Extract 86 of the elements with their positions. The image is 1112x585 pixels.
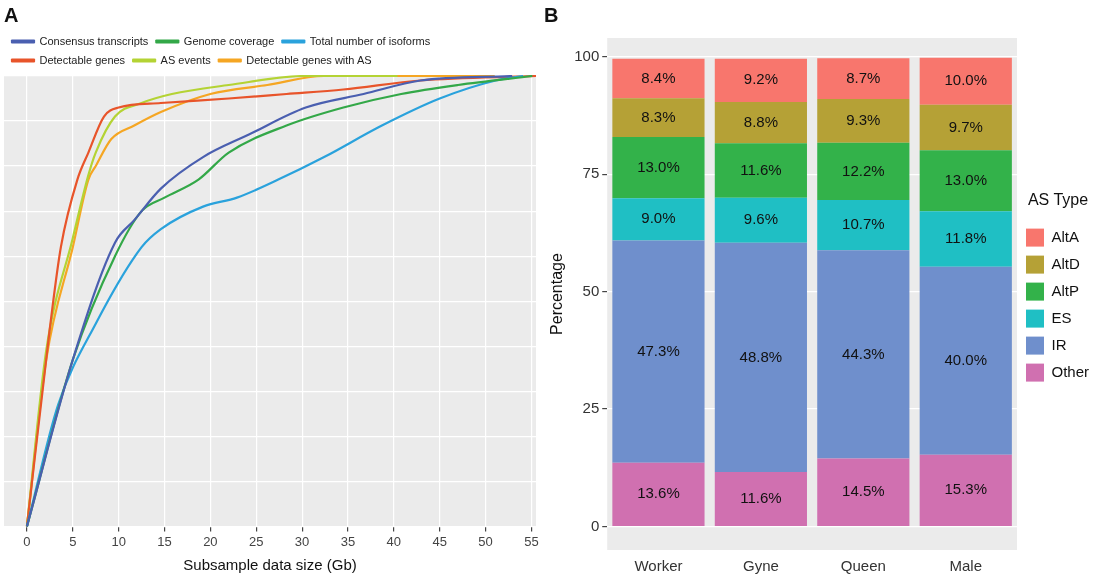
- bar: [714, 242, 807, 473]
- data-label: 13.0%: [637, 157, 680, 175]
- bar: [612, 137, 705, 199]
- data-label: 9.7%: [948, 117, 983, 135]
- legend-label: Other: [1051, 362, 1089, 380]
- x-tick-label: 40: [386, 533, 402, 549]
- legend-label: Consensus transcripts: [39, 34, 149, 47]
- bar: [919, 454, 1012, 526]
- legend-label: Total number of isoforms: [309, 34, 431, 47]
- bar: [612, 98, 705, 138]
- x-tick-label: 25: [249, 533, 264, 549]
- legend-label: AltP: [1051, 281, 1079, 299]
- bar: [612, 462, 705, 526]
- data-label: 15.3%: [944, 480, 988, 498]
- legend-label: Detectable genes: [39, 53, 126, 66]
- bar: [714, 58, 807, 102]
- data-label: 13.6%: [637, 484, 680, 502]
- bar: [612, 58, 705, 99]
- y-tick-label: 0: [590, 516, 600, 534]
- bar: [714, 143, 807, 198]
- x-tick-label: 45: [432, 533, 447, 549]
- bar: [817, 99, 910, 143]
- legend-label: AltA: [1051, 227, 1079, 245]
- x-axis-title: Subsample data size (Gb): [183, 556, 357, 574]
- bar: [817, 458, 910, 526]
- x-tick-label: Worker: [634, 557, 683, 575]
- bar: [817, 250, 910, 459]
- bar: [919, 266, 1012, 455]
- y-tick-label: 100: [574, 46, 600, 64]
- x-tick-label: Gyne: [742, 557, 779, 575]
- chart-title: A: [4, 3, 19, 26]
- x-tick-label: 5: [69, 533, 77, 549]
- bar: [817, 58, 910, 100]
- x-tick-label: 10: [111, 533, 126, 549]
- legend-title: AS Type: [1027, 190, 1089, 208]
- data-label: 44.3%: [842, 344, 885, 362]
- data-label: 8.3%: [641, 107, 676, 125]
- data-label: 8.8%: [743, 112, 778, 130]
- x-tick-label: 15: [157, 533, 172, 549]
- y-tick-label: 50: [582, 281, 600, 299]
- bar: [919, 150, 1012, 212]
- data-label: 11.6%: [740, 489, 782, 507]
- data-label: 48.8%: [739, 347, 783, 365]
- y-tick-label: 25: [582, 399, 600, 417]
- data-label: 8.4%: [641, 68, 676, 86]
- x-tick-label: Male: [949, 557, 983, 575]
- legend-label: AltD: [1051, 254, 1080, 272]
- y-axis-title: Percentage: [548, 252, 566, 335]
- data-label: 11.8%: [945, 229, 987, 247]
- data-label: 12.2%: [842, 161, 885, 179]
- data-label: 10.7%: [842, 215, 885, 233]
- x-tick-label: 0: [23, 533, 31, 549]
- data-label: 14.5%: [842, 482, 885, 500]
- data-label: 40.0%: [944, 350, 988, 368]
- x-tick-label: 20: [203, 533, 218, 549]
- bar: [817, 142, 910, 201]
- bar: [612, 198, 705, 241]
- bar: [612, 240, 705, 463]
- data-label: 11.6%: [740, 160, 782, 178]
- data-label: 10.0%: [944, 71, 988, 89]
- bar: [919, 104, 1012, 151]
- bar: [714, 472, 807, 526]
- legend-label: Genome coverage: [183, 34, 275, 47]
- data-label: 9.0%: [641, 209, 676, 227]
- data-label: 13.0%: [944, 170, 988, 188]
- x-tick-label: 50: [478, 533, 493, 549]
- data-label: 9.6%: [743, 210, 778, 228]
- bar: [817, 200, 910, 251]
- legend-label: Detectable genes with AS: [246, 53, 372, 66]
- bar: [714, 101, 807, 144]
- chart-title: B: [544, 3, 559, 26]
- y-tick-label: 75: [582, 164, 600, 182]
- legend-label: IR: [1051, 335, 1067, 353]
- data-label: 9.2%: [743, 70, 778, 88]
- legend-label: ES: [1051, 308, 1072, 326]
- x-tick-label: Queen: [840, 557, 886, 575]
- bar: [714, 197, 807, 243]
- x-tick-label: 30: [294, 533, 310, 549]
- bar: [919, 57, 1012, 105]
- legend-label: AS events: [160, 53, 212, 66]
- data-label: 8.7%: [846, 68, 881, 86]
- x-tick-label: 55: [524, 533, 539, 549]
- x-tick-label: 35: [340, 533, 356, 549]
- data-label: 47.3%: [637, 341, 680, 359]
- bar: [919, 211, 1012, 267]
- data-label: 9.3%: [846, 111, 881, 129]
